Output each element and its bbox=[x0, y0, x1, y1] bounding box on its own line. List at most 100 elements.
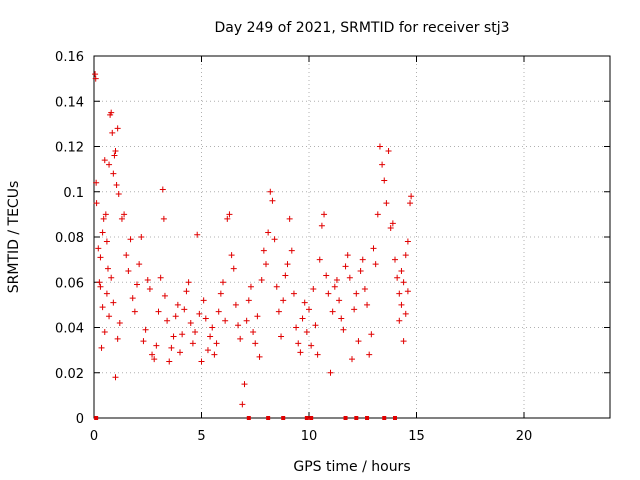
y-tick-label: 0.04 bbox=[55, 322, 84, 337]
x-axis-title: GPS time / hours bbox=[293, 459, 410, 475]
data-point bbox=[290, 290, 297, 297]
data-point bbox=[394, 274, 401, 281]
data-point bbox=[200, 297, 207, 304]
data-point bbox=[202, 315, 209, 322]
data-point bbox=[353, 290, 360, 297]
data-point bbox=[301, 299, 308, 306]
data-point bbox=[121, 211, 128, 218]
data-point bbox=[160, 215, 167, 222]
data-point bbox=[316, 256, 323, 263]
data-point bbox=[329, 308, 336, 315]
data-point bbox=[110, 299, 117, 306]
data-point bbox=[93, 200, 100, 207]
data-point bbox=[383, 200, 390, 207]
x-tick-label: 10 bbox=[301, 429, 318, 444]
data-point bbox=[260, 247, 267, 254]
data-point bbox=[303, 329, 310, 336]
data-point bbox=[97, 283, 104, 290]
data-point bbox=[172, 313, 179, 320]
data-point bbox=[103, 238, 110, 245]
data-point bbox=[359, 256, 366, 263]
data-point bbox=[357, 267, 364, 274]
data-point bbox=[327, 369, 334, 376]
data-point bbox=[250, 329, 257, 336]
data-point bbox=[104, 265, 111, 272]
data-point bbox=[144, 276, 151, 283]
zero-point bbox=[393, 416, 397, 420]
y-tick-label: 0.06 bbox=[55, 276, 84, 291]
data-point bbox=[404, 238, 411, 245]
data-point bbox=[185, 279, 192, 286]
data-point bbox=[217, 290, 224, 297]
data-point bbox=[179, 331, 186, 338]
data-point bbox=[243, 317, 250, 324]
data-point bbox=[99, 229, 106, 236]
data-point bbox=[366, 351, 373, 358]
data-point bbox=[404, 288, 411, 295]
data-point bbox=[263, 261, 269, 268]
data-point bbox=[96, 279, 103, 286]
grid-lines bbox=[94, 56, 610, 418]
data-point bbox=[146, 286, 153, 293]
data-point bbox=[149, 351, 156, 358]
data-point bbox=[209, 324, 216, 331]
data-point bbox=[129, 295, 136, 302]
data-point bbox=[400, 338, 407, 345]
data-point bbox=[114, 125, 121, 132]
y-tick-label: 0.02 bbox=[55, 367, 84, 382]
data-point bbox=[166, 358, 173, 365]
data-point bbox=[187, 319, 194, 326]
data-point bbox=[155, 308, 162, 315]
data-point bbox=[111, 152, 118, 159]
data-point bbox=[189, 340, 196, 347]
data-point bbox=[112, 148, 119, 155]
data-point bbox=[258, 276, 265, 283]
zero-point bbox=[246, 416, 251, 420]
data-point bbox=[168, 344, 175, 351]
data-point bbox=[211, 351, 218, 358]
data-point bbox=[368, 331, 375, 338]
data-point bbox=[183, 288, 190, 295]
data-point bbox=[398, 267, 405, 274]
data-point bbox=[164, 317, 171, 324]
data-point bbox=[318, 222, 325, 229]
data-point bbox=[106, 161, 113, 168]
data-point bbox=[159, 186, 166, 193]
data-point bbox=[355, 338, 362, 345]
data-point bbox=[306, 306, 312, 313]
data-point bbox=[237, 335, 244, 342]
data-point bbox=[131, 308, 138, 315]
data-point bbox=[114, 335, 121, 342]
data-point bbox=[344, 252, 351, 259]
data-point bbox=[207, 333, 214, 340]
data-point bbox=[396, 290, 403, 297]
data-point bbox=[138, 234, 145, 240]
data-point bbox=[222, 317, 229, 324]
data-point bbox=[181, 306, 188, 313]
data-point bbox=[284, 261, 291, 268]
data-point bbox=[280, 297, 287, 304]
data-point bbox=[125, 267, 132, 274]
data-point bbox=[402, 310, 409, 317]
data-point bbox=[346, 274, 353, 281]
data-point bbox=[408, 193, 415, 200]
data-point bbox=[110, 170, 117, 177]
data-point bbox=[364, 301, 371, 308]
data-point bbox=[376, 143, 383, 150]
data-point bbox=[310, 286, 317, 293]
data-point bbox=[106, 313, 113, 320]
data-point bbox=[108, 274, 115, 281]
data-point bbox=[267, 188, 274, 195]
data-point bbox=[372, 261, 379, 268]
data-point bbox=[123, 252, 130, 259]
data-point bbox=[224, 215, 231, 222]
data-point bbox=[226, 211, 233, 218]
data-point bbox=[228, 252, 235, 259]
data-point bbox=[286, 215, 293, 222]
data-point bbox=[293, 324, 300, 331]
data-point bbox=[174, 301, 181, 308]
data-point bbox=[338, 315, 345, 322]
data-point bbox=[402, 252, 409, 259]
y-tick-label: 0.14 bbox=[55, 95, 84, 110]
